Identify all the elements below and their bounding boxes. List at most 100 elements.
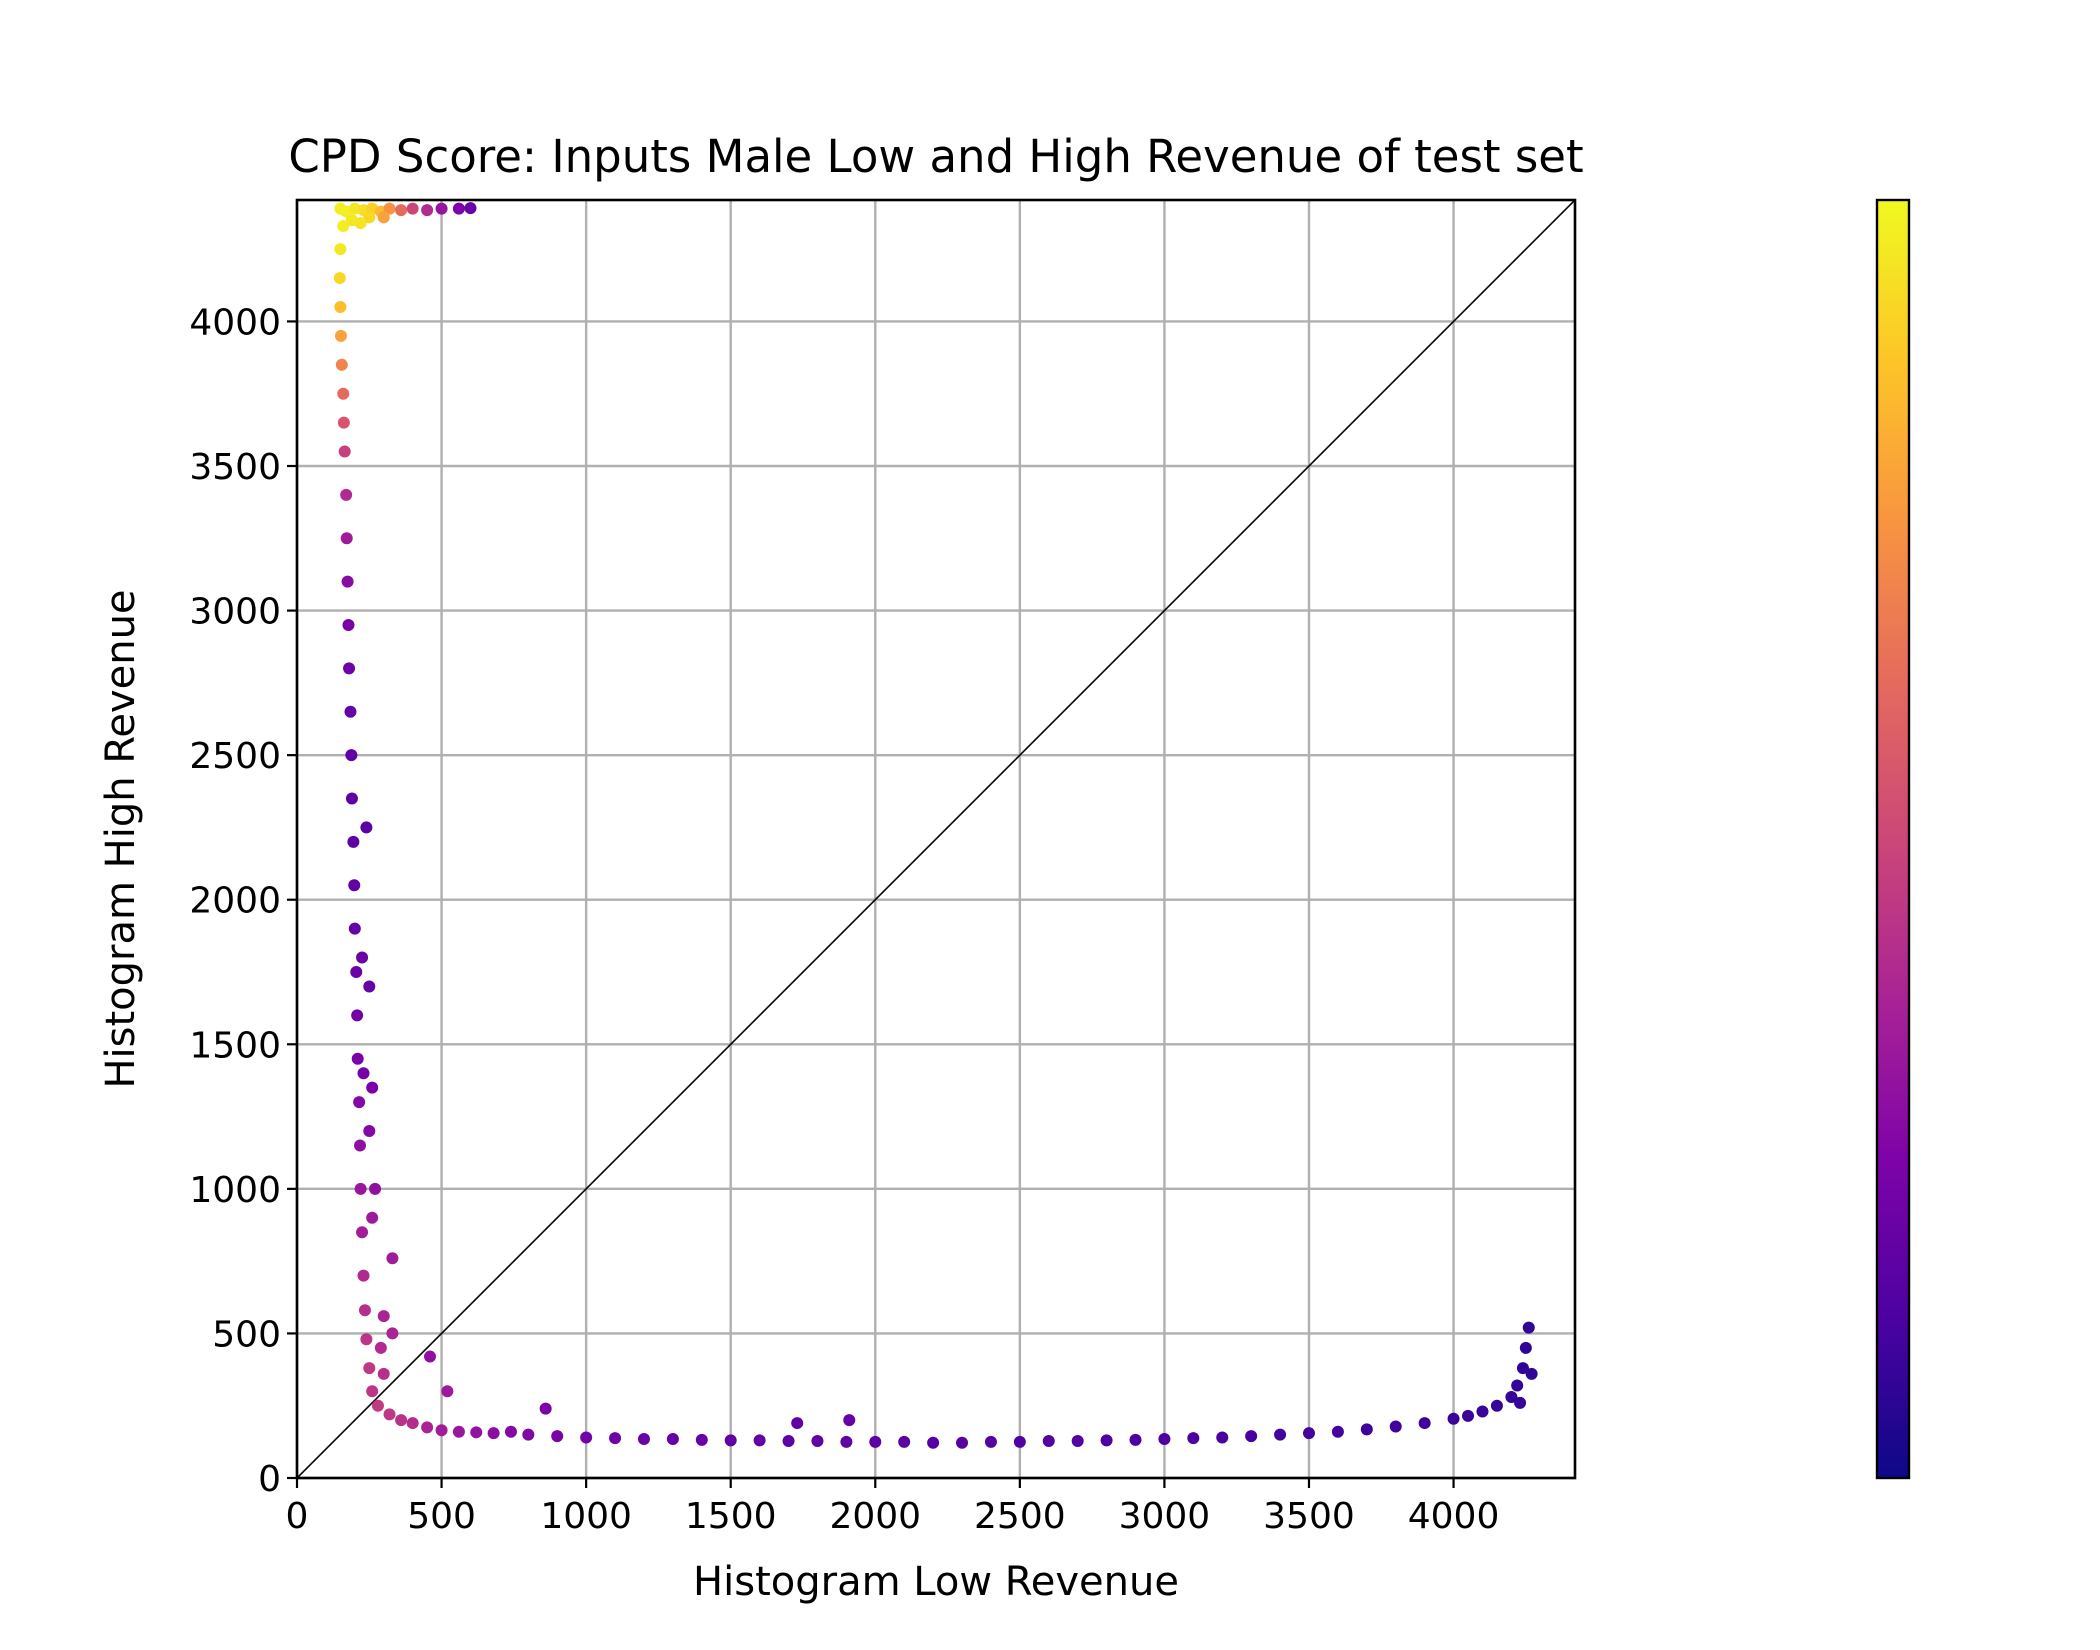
data-point bbox=[334, 329, 347, 342]
data-point bbox=[580, 1431, 593, 1444]
data-point bbox=[343, 662, 356, 675]
data-point bbox=[338, 445, 351, 458]
data-point bbox=[360, 821, 373, 834]
data-point bbox=[791, 1417, 804, 1430]
data-point bbox=[539, 1402, 552, 1415]
data-point bbox=[377, 211, 390, 224]
data-point bbox=[377, 1310, 390, 1323]
data-point bbox=[345, 792, 358, 805]
data-point bbox=[782, 1434, 795, 1447]
data-point bbox=[337, 387, 350, 400]
data-point bbox=[840, 1435, 853, 1448]
x-tick-label: 1500 bbox=[685, 1496, 777, 1537]
data-point bbox=[356, 951, 369, 964]
x-tick-label: 1000 bbox=[540, 1496, 632, 1537]
data-point bbox=[337, 416, 350, 429]
data-point bbox=[351, 1052, 364, 1065]
data-point bbox=[334, 243, 347, 256]
data-point bbox=[1511, 1379, 1524, 1392]
y-tick-label: 2500 bbox=[189, 736, 281, 777]
x-axis-label: Histogram Low Revenue bbox=[693, 1559, 1179, 1605]
data-point bbox=[342, 619, 355, 632]
data-point bbox=[956, 1436, 969, 1449]
y-tick-label: 3000 bbox=[189, 592, 281, 633]
data-point bbox=[869, 1435, 882, 1448]
data-point bbox=[351, 1009, 364, 1022]
data-point bbox=[551, 1430, 564, 1443]
data-point bbox=[366, 1081, 379, 1094]
y-axis-ticks: 0 500 1000 1500 2000 2500 3000 3500 4000 bbox=[189, 302, 297, 1500]
data-point bbox=[374, 1341, 387, 1354]
data-point bbox=[1418, 1417, 1431, 1430]
data-point bbox=[337, 220, 350, 233]
data-point bbox=[1245, 1430, 1258, 1443]
grid bbox=[295, 200, 1575, 1480]
data-point bbox=[1302, 1427, 1315, 1440]
data-point bbox=[1100, 1434, 1113, 1447]
data-point bbox=[334, 300, 347, 313]
data-point bbox=[1476, 1405, 1489, 1418]
data-point bbox=[369, 1182, 382, 1195]
data-point bbox=[753, 1434, 766, 1447]
data-point bbox=[504, 1425, 517, 1438]
data-point bbox=[383, 1408, 396, 1421]
data-point bbox=[464, 202, 477, 215]
x-tick-label: 0 bbox=[286, 1496, 309, 1537]
data-point bbox=[1071, 1434, 1084, 1447]
data-point bbox=[1519, 1341, 1532, 1354]
data-point bbox=[1516, 1362, 1529, 1375]
data-point bbox=[452, 1425, 465, 1438]
data-point bbox=[435, 1424, 448, 1437]
data-point bbox=[406, 202, 419, 215]
x-tick-label: 4000 bbox=[1408, 1496, 1500, 1537]
data-point bbox=[984, 1435, 997, 1448]
data-point bbox=[637, 1432, 650, 1445]
data-point bbox=[333, 272, 346, 285]
data-point bbox=[1158, 1432, 1171, 1445]
data-point bbox=[357, 1269, 370, 1282]
data-point bbox=[1129, 1433, 1142, 1446]
data-point bbox=[386, 1327, 399, 1340]
y-tick-label: 500 bbox=[212, 1314, 281, 1355]
data-point bbox=[353, 1096, 366, 1109]
reference-diagonal-line bbox=[297, 200, 1575, 1478]
data-point bbox=[452, 202, 465, 215]
data-point bbox=[1462, 1409, 1475, 1422]
data-point bbox=[1187, 1432, 1200, 1445]
data-point bbox=[441, 1385, 454, 1398]
data-point bbox=[487, 1427, 500, 1440]
data-point bbox=[1331, 1425, 1344, 1438]
y-tick-label: 1500 bbox=[189, 1025, 281, 1066]
data-point bbox=[395, 204, 408, 217]
plot-frame bbox=[295, 198, 1577, 1480]
data-point bbox=[341, 575, 354, 588]
data-point bbox=[1514, 1396, 1527, 1409]
x-tick-label: 2000 bbox=[829, 1496, 921, 1537]
y-tick-label: 4000 bbox=[189, 302, 281, 343]
data-point bbox=[345, 749, 358, 762]
data-point bbox=[1505, 1391, 1518, 1404]
data-point bbox=[435, 202, 448, 215]
data-point bbox=[1216, 1431, 1229, 1444]
x-tick-label: 3500 bbox=[1263, 1496, 1355, 1537]
chart-title: CPD Score: Inputs Male Low and High Reve… bbox=[288, 130, 1583, 183]
data-point bbox=[354, 1182, 367, 1195]
data-point bbox=[344, 705, 357, 718]
data-point bbox=[695, 1433, 708, 1446]
data-point bbox=[927, 1436, 940, 1449]
data-point bbox=[421, 204, 434, 217]
data-point bbox=[1525, 1367, 1538, 1380]
data-point bbox=[363, 1125, 376, 1138]
data-point bbox=[366, 1385, 379, 1398]
data-point bbox=[348, 879, 361, 892]
data-point bbox=[340, 488, 353, 501]
data-point bbox=[470, 1426, 483, 1439]
data-point bbox=[1447, 1412, 1460, 1425]
data-point bbox=[340, 532, 353, 545]
data-point bbox=[363, 980, 376, 993]
data-point bbox=[1274, 1428, 1287, 1441]
data-point bbox=[811, 1434, 824, 1447]
data-point bbox=[363, 211, 376, 224]
x-axis-ticks: 0 500 1000 1500 2000 2500 3000 3500 4000 bbox=[286, 1478, 1500, 1537]
y-tick-label: 0 bbox=[258, 1459, 281, 1500]
